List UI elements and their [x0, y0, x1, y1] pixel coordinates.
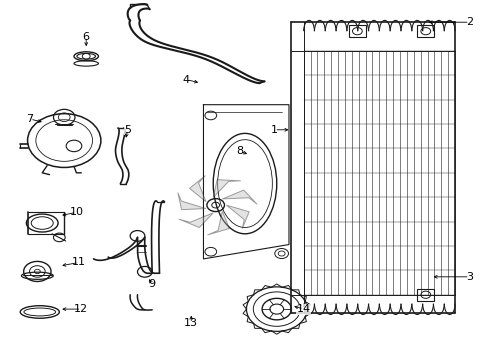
Text: 8: 8 [237, 146, 244, 156]
Polygon shape [178, 193, 206, 210]
Text: 13: 13 [184, 319, 198, 328]
Text: 2: 2 [466, 17, 473, 27]
Text: 6: 6 [83, 32, 90, 41]
Text: 12: 12 [74, 304, 88, 314]
Text: 14: 14 [296, 304, 311, 314]
Polygon shape [222, 190, 257, 204]
Polygon shape [213, 180, 241, 197]
Text: 3: 3 [466, 272, 473, 282]
Text: 5: 5 [124, 125, 131, 135]
Text: 11: 11 [72, 257, 86, 267]
Text: 1: 1 [271, 125, 278, 135]
Polygon shape [179, 213, 213, 228]
Text: 7: 7 [26, 114, 34, 124]
Polygon shape [207, 211, 229, 235]
Text: 10: 10 [70, 207, 83, 217]
Polygon shape [226, 205, 249, 229]
Text: 9: 9 [148, 279, 156, 289]
Polygon shape [190, 176, 206, 202]
Text: 4: 4 [183, 75, 190, 85]
